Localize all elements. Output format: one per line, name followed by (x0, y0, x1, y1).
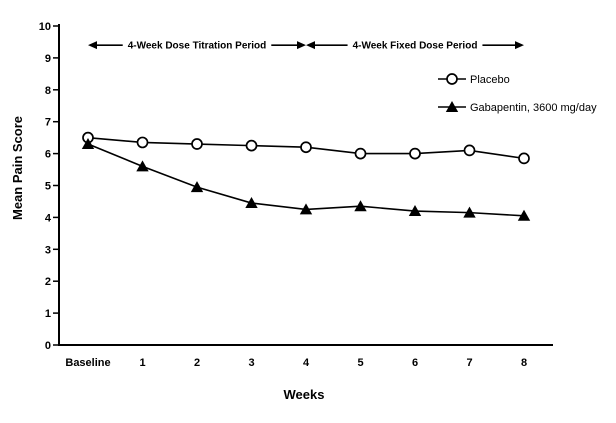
x-axis-title: Weeks (284, 387, 325, 402)
x-tick-label: 7 (466, 357, 472, 369)
x-tick-label: Baseline (65, 357, 110, 369)
legend-label-placebo: Placebo (470, 74, 510, 86)
data-point-open-circle (518, 152, 530, 165)
data-point-filled-triangle (136, 160, 149, 172)
annotation-label-bg (122, 40, 272, 52)
x-tick-label: 8 (521, 357, 527, 369)
data-point-filled-triangle (245, 197, 258, 209)
legend-label-gabapentin: Gabapentin, 3600 mg/day (470, 102, 597, 114)
y-tick-label: 7 (45, 117, 51, 129)
data-point-open-circle (409, 147, 421, 160)
x-tick-label: 2 (194, 357, 200, 369)
y-tick-label: 9 (45, 53, 51, 65)
y-tick-label: 2 (45, 276, 51, 288)
x-tick-label: 6 (412, 357, 418, 369)
y-tick-label: 5 (45, 181, 51, 193)
x-tick-label: 5 (357, 357, 363, 369)
arrowhead-right-icon (297, 41, 306, 50)
y-tick-label: 1 (45, 308, 51, 320)
data-point-open-circle (354, 147, 367, 160)
y-tick-label: 0 (45, 340, 51, 352)
data-point-open-circle (191, 138, 203, 150)
data-point-open-circle (136, 136, 149, 149)
data-point-open-circle (245, 139, 258, 152)
annotation-label: 4-Week Fixed Dose Period (353, 41, 478, 52)
y-tick-label: 3 (45, 244, 51, 256)
arrowhead-left-icon (88, 41, 97, 50)
data-point-open-circle (463, 144, 476, 157)
data-point-open-circle (300, 141, 312, 154)
x-tick-label: 4 (303, 357, 310, 369)
annotation-label-bg (347, 40, 483, 52)
data-point-filled-triangle (81, 138, 95, 150)
y-tick-label: 8 (45, 85, 51, 97)
y-tick-label: 6 (45, 149, 51, 161)
legend-item-placebo: Placebo (438, 73, 510, 86)
x-tick-label: 1 (139, 357, 145, 369)
data-point-filled-triangle (463, 206, 476, 218)
annotation-label: 4-Week Dose Titration Period (128, 41, 267, 52)
data-point-filled-triangle (517, 209, 531, 221)
arrowhead-right-icon (515, 41, 524, 50)
filled-triangle-marker-icon (445, 101, 459, 112)
arrowhead-left-icon (306, 41, 315, 50)
plot-area: 0 1 2 3 4 5 6 7 8 9 10 Baseline 1 2 3 4 5 6 7 8 4-Week Dose … (39, 21, 553, 369)
y-axis-title: Mean Pain Score (10, 116, 25, 220)
x-tick-label: 3 (248, 357, 254, 369)
data-point-filled-triangle (190, 181, 204, 193)
y-tick-label: 10 (39, 21, 51, 33)
y-tick-label: 4 (45, 212, 52, 224)
legend: Placebo Gabapentin, 3600 mg/day (438, 73, 597, 114)
open-circle-marker-icon (446, 73, 458, 85)
data-point-filled-triangle (408, 205, 422, 217)
data-point-filled-triangle (354, 200, 367, 212)
data-point-filled-triangle (299, 203, 313, 215)
legend-item-gabapentin: Gabapentin, 3600 mg/day (438, 101, 597, 114)
